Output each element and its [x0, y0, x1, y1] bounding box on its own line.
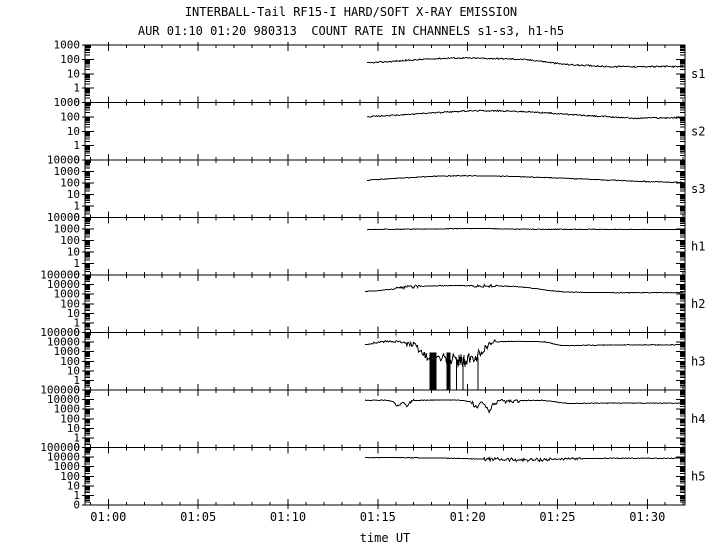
y-tick-label: 10	[67, 364, 80, 377]
dropout-bar	[446, 352, 451, 390]
x-tick-label: 01:30	[629, 510, 665, 524]
dropout-spike	[462, 357, 464, 390]
y-tick-label: 1	[73, 489, 80, 502]
y-tick-label: 1000	[54, 345, 81, 358]
channel-label-h2: h2	[691, 297, 705, 311]
y-tick-label: 100	[60, 470, 80, 483]
y-tick-label: 100	[60, 177, 80, 190]
y-tick-label: 10000	[47, 211, 80, 224]
y-tick-label: 1000	[54, 223, 81, 236]
channel-label-h3: h3	[691, 354, 705, 368]
y-tick-label: 1000	[54, 288, 81, 301]
trace-s2	[366, 109, 684, 120]
y-tick-label: 0	[73, 384, 80, 397]
y-tick-label: 100000	[40, 269, 80, 282]
x-tick-label: 01:10	[270, 510, 306, 524]
y-tick-label: 0	[73, 499, 80, 512]
y-tick-label: 10000	[47, 451, 80, 464]
y-tick-label: 10	[67, 307, 80, 320]
y-tick-label: 100000	[40, 326, 80, 339]
y-tick-label: 1000	[54, 39, 81, 52]
x-tick-label: 01:15	[360, 510, 396, 524]
trace-s1	[367, 56, 684, 69]
channel-label-h4: h4	[691, 412, 705, 426]
x-tick-label: 01:00	[90, 510, 126, 524]
y-tick-label: 10	[67, 188, 80, 201]
channel-label-s3: s3	[691, 182, 705, 196]
trace-h5	[365, 456, 684, 463]
channel-label-h1: h1	[691, 239, 705, 253]
y-tick-label: 0	[73, 154, 80, 167]
plot-subtitle: AUR 01:10 01:20 980313 COUNT RATE IN CHA…	[137, 24, 565, 38]
y-tick-label: 1000	[54, 96, 81, 109]
y-tick-label: 1	[73, 200, 80, 213]
y-tick-label: 0	[73, 211, 80, 224]
x-tick-label: 01:05	[180, 510, 216, 524]
y-tick-label: 1	[73, 316, 80, 329]
y-tick-label: 100	[60, 297, 80, 310]
plot-title: INTERBALL-Tail RF15-I HARD/SOFT X-RAY EM…	[184, 5, 518, 19]
y-tick-label: 0	[73, 269, 80, 282]
channel-label-s1: s1	[691, 67, 705, 81]
y-tick-label: 100000	[40, 441, 80, 454]
y-tick-label: 10	[67, 125, 80, 138]
y-tick-label: 1000	[54, 460, 81, 473]
y-tick-label: 1000	[54, 165, 81, 178]
trace-h4	[365, 398, 684, 414]
y-tick-label: 1	[73, 257, 80, 270]
y-tick-label: 100	[60, 110, 80, 123]
trace-s3	[367, 174, 684, 184]
y-tick-label: 10	[67, 422, 80, 435]
y-tick-label: 10	[67, 479, 80, 492]
channel-label-h5: h5	[691, 469, 705, 483]
x-axis-title: time UT	[359, 531, 411, 545]
y-tick-label: 10000	[47, 336, 80, 349]
y-tick-label: 100	[60, 234, 80, 247]
dropout-bar	[429, 352, 437, 390]
y-tick-label: 10	[67, 67, 80, 80]
dropout-spike	[456, 357, 457, 390]
y-tick-label: 10	[67, 246, 80, 259]
trace-h1	[366, 227, 684, 231]
y-tick-label: 10000	[47, 278, 80, 291]
channel-label-s2: s2	[691, 124, 705, 138]
y-tick-label: 0	[73, 96, 80, 109]
y-tick-label: 0	[73, 326, 80, 339]
x-tick-label: 01:25	[539, 510, 575, 524]
trace-h3	[365, 338, 684, 368]
y-tick-label: 1	[73, 139, 80, 152]
y-tick-label: 0	[73, 441, 80, 454]
y-tick-label: 100000	[40, 384, 80, 397]
y-tick-label: 100	[60, 412, 80, 425]
trace-h2	[365, 283, 684, 294]
y-tick-label: 10000	[47, 154, 80, 167]
y-tick-label: 10000	[47, 393, 80, 406]
y-tick-label: 100	[60, 355, 80, 368]
y-tick-label: 1	[73, 82, 80, 95]
dropout-spike	[477, 357, 479, 390]
y-tick-label: 1	[73, 431, 80, 444]
y-tick-label: 1000	[54, 403, 81, 416]
y-tick-label: 100	[60, 53, 80, 66]
y-tick-label: 1	[73, 374, 80, 387]
x-tick-label: 01:20	[450, 510, 486, 524]
